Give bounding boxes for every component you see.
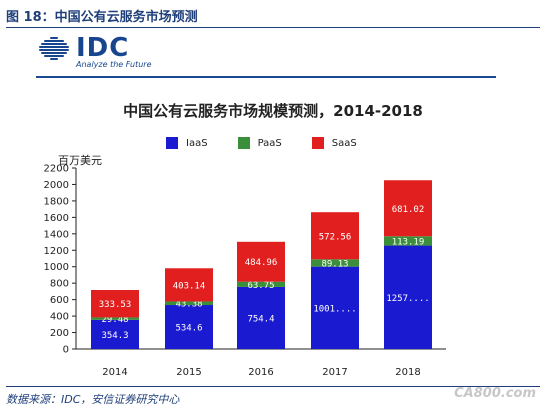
data-source-note: 数据来源：IDC，安信证券研究中心 (6, 393, 180, 406)
bar-segment-iaas (165, 305, 213, 349)
bar-segment-saas (165, 268, 213, 302)
bar-segment-iaas (237, 286, 285, 349)
x-tick-label: 2014 (102, 367, 127, 378)
x-tick-label: 2017 (322, 367, 347, 378)
data-label: 681.02 (392, 205, 425, 215)
bar-segment-paas (237, 281, 285, 287)
y-tick-label: 200 (50, 328, 69, 339)
data-label: 403.14 (173, 281, 206, 291)
y-tick-label: 800 (50, 279, 69, 290)
idc-logo: IDC Analyze the Future (36, 33, 152, 69)
data-label: 89.13 (321, 259, 348, 269)
bar-segment-iaas (384, 245, 432, 349)
bar-segment-paas (311, 259, 359, 267)
legend-item-saas: SaaS (311, 137, 357, 149)
logo-wordmark: IDC (76, 33, 130, 63)
bar-segment-saas (237, 241, 285, 282)
data-label: 63.75 (247, 281, 274, 291)
y-tick-label: 400 (50, 312, 69, 323)
chart-legend: IaaS PaaS SaaS (166, 137, 357, 149)
legend-label-iaas: IaaS (186, 137, 208, 149)
y-tick-label: 1000 (44, 262, 69, 273)
y-tick-label: 600 (50, 295, 69, 306)
bottom-divider (6, 386, 540, 387)
bar-segment-saas (91, 289, 139, 318)
legend-swatch-paas (237, 137, 250, 149)
y-tick-label: 1800 (44, 196, 69, 207)
legend-swatch-saas (311, 137, 324, 149)
x-tick-label: 2018 (395, 367, 420, 378)
data-label: 354.3 (101, 331, 128, 341)
watermark: CA800.com (454, 386, 536, 401)
data-label: 484.96 (245, 258, 278, 268)
legend-item-paas: PaaS (237, 137, 282, 149)
data-label: 534.6 (175, 324, 202, 334)
bar-segment-saas (311, 212, 359, 260)
data-label: 572.56 (319, 232, 352, 242)
bar-segment-iaas (91, 319, 139, 349)
globe-icon (39, 37, 69, 60)
x-tick-label: 2015 (176, 367, 201, 378)
bar-segment-saas (384, 180, 432, 237)
data-label: 113.19 (392, 237, 425, 247)
bar-segment-paas (91, 317, 139, 320)
legend-label-saas: SaaS (331, 137, 357, 149)
chart-title: 中国公有云服务市场规模预测，2014-2018 (123, 102, 423, 120)
y-tick-label: 1600 (44, 213, 69, 224)
y-tick-label: 2200 (44, 164, 69, 175)
data-label: 754.4 (247, 314, 274, 324)
data-label: 43.38 (175, 300, 202, 310)
logo-divider (36, 76, 496, 78)
x-tick-label: 2016 (248, 367, 273, 378)
legend-label-paas: PaaS (257, 137, 282, 149)
y-tick-label: 1200 (44, 246, 69, 257)
logo-tagline: Analyze the Future (76, 60, 152, 69)
y-tick-label: 2000 (44, 180, 69, 191)
data-label: 333.53 (99, 300, 132, 310)
data-label: 1001.... (313, 304, 356, 314)
figure-caption: 图 18：中国公有云服务市场预测 (6, 10, 198, 25)
bar-segment-paas (384, 236, 432, 246)
y-tick-label: 1400 (44, 229, 69, 240)
data-label: 1257.... (386, 294, 429, 304)
bar-segment-paas (165, 301, 213, 306)
y-tick-label: 0 (63, 345, 69, 356)
bar-segment-iaas (311, 266, 359, 349)
y-axis-unit-label: 百万美元 (58, 154, 102, 167)
top-divider (6, 27, 540, 28)
data-label: 29.48 (101, 315, 128, 325)
legend-item-iaas: IaaS (166, 137, 208, 149)
legend-swatch-iaas (166, 137, 178, 149)
